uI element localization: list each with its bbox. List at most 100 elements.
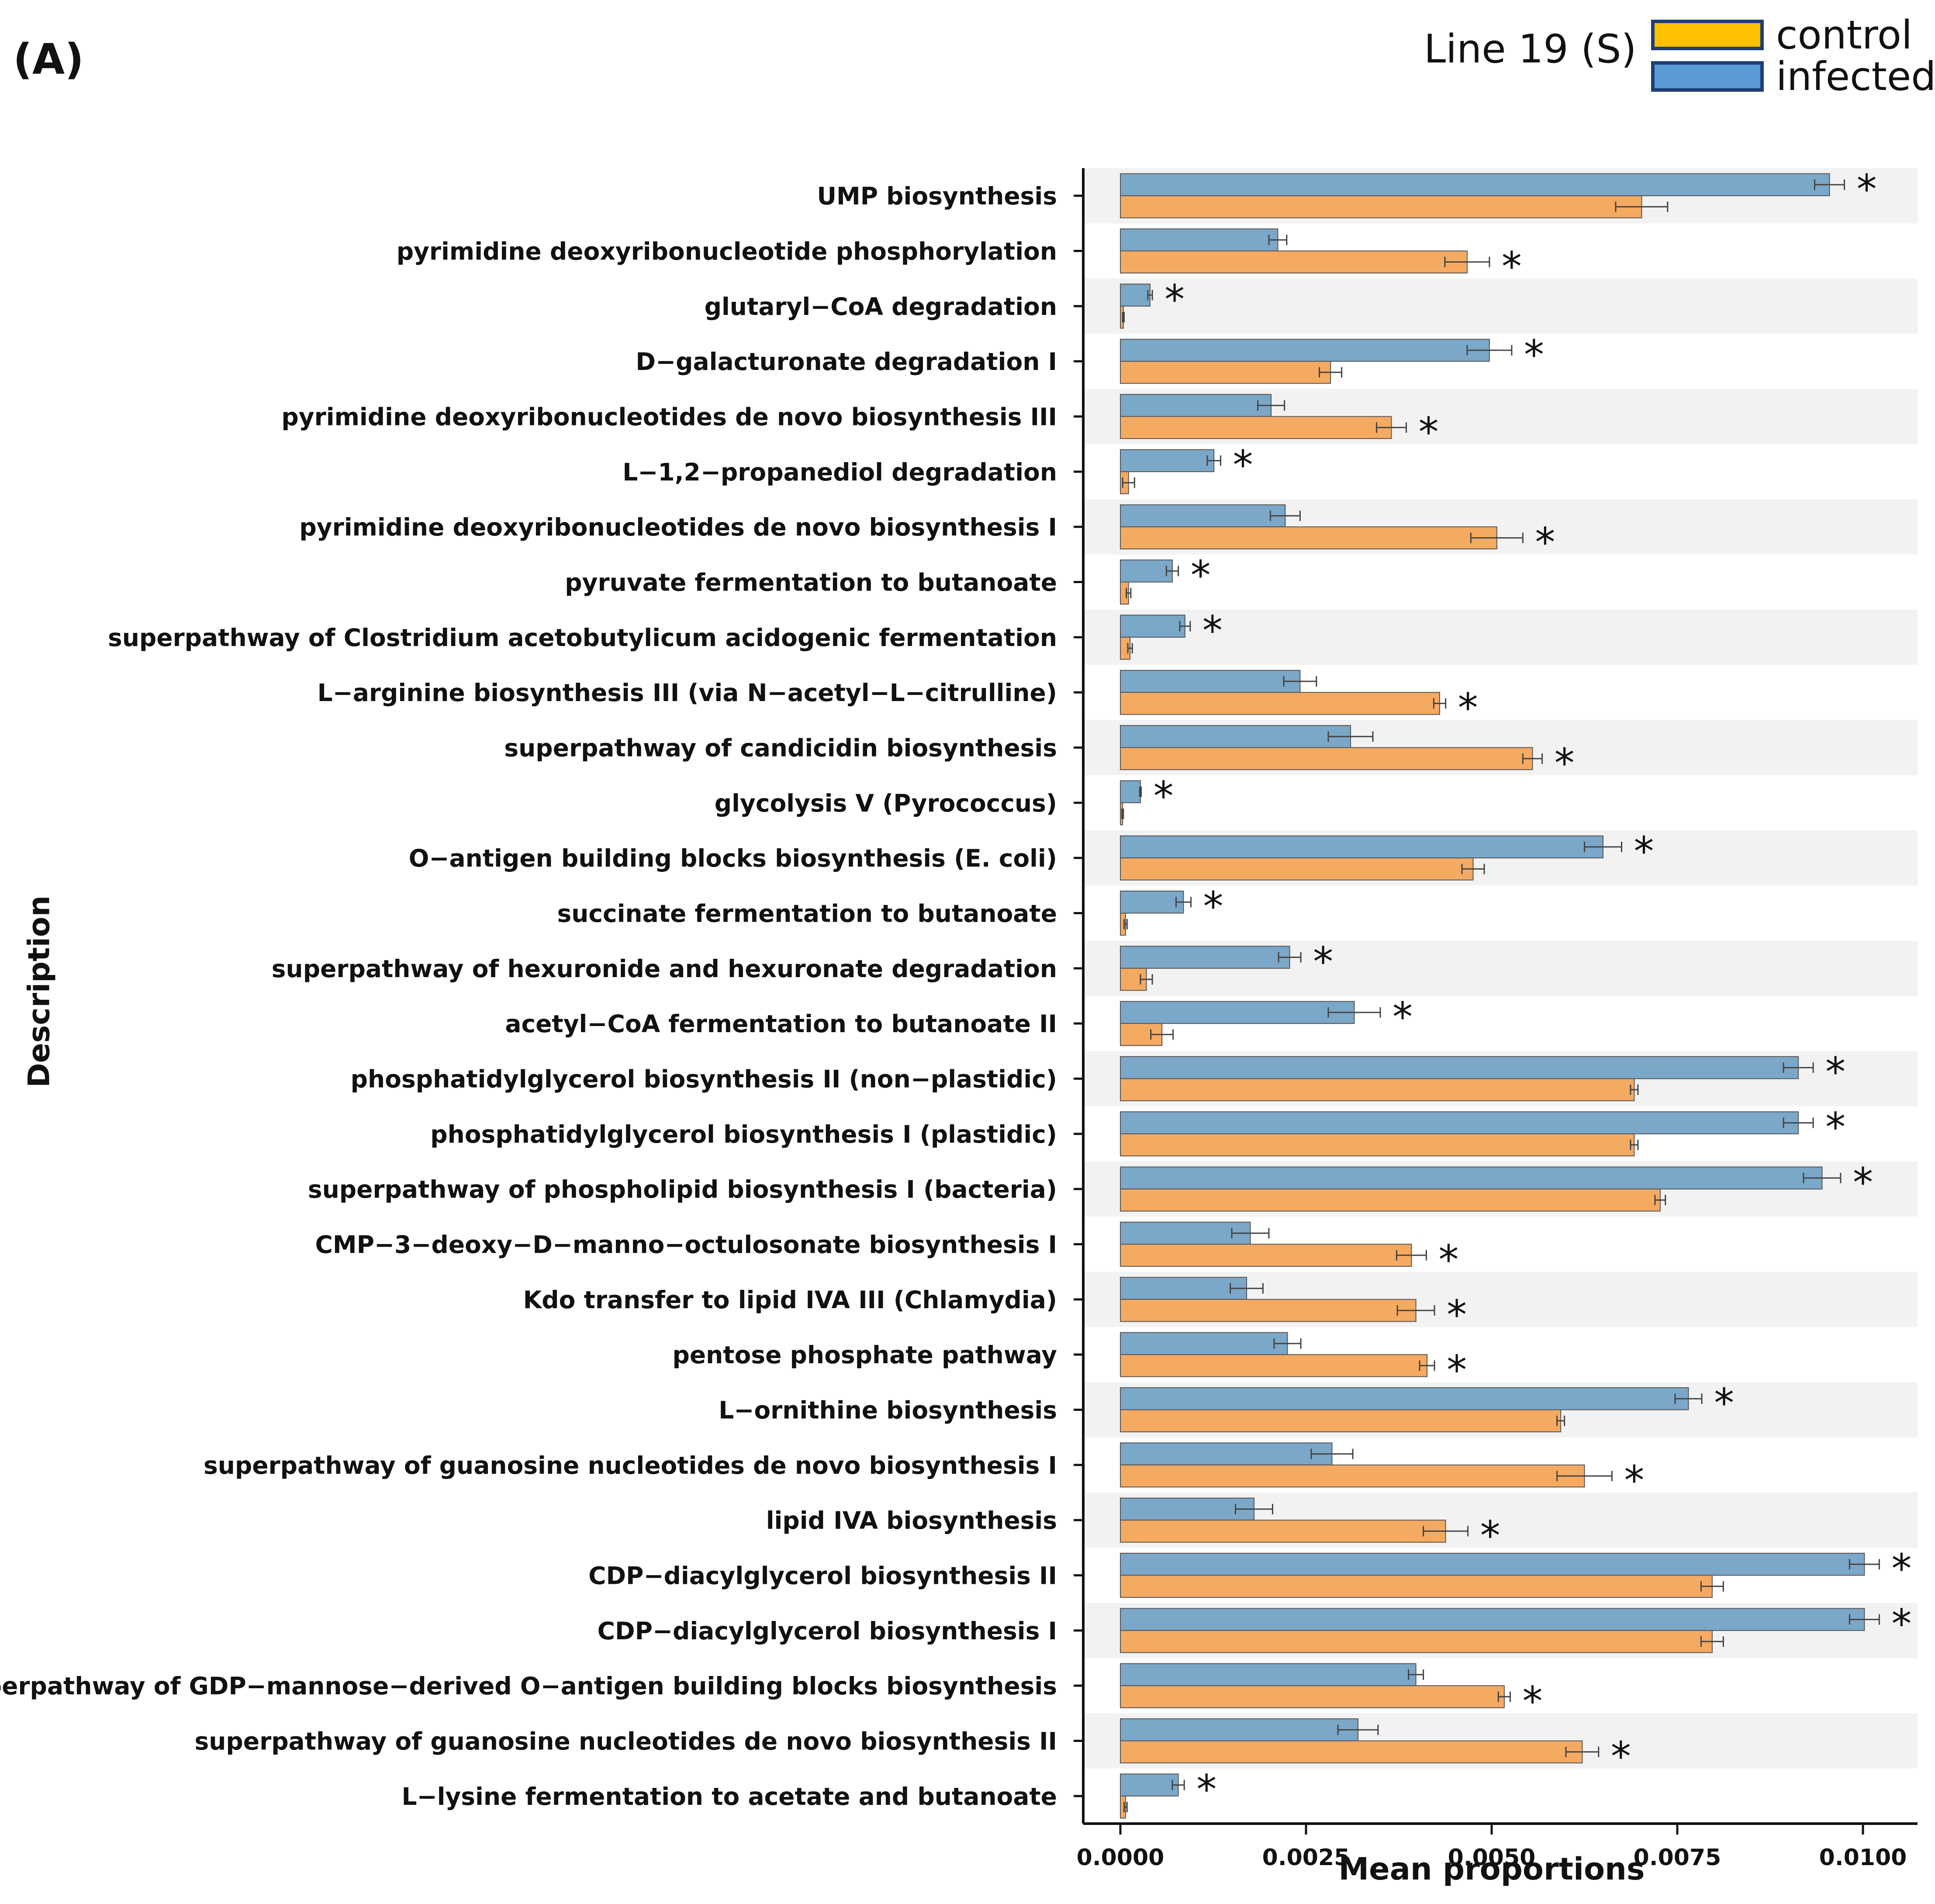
x-tick-label: 0.0025 xyxy=(1262,1845,1350,1871)
category-label: phosphatidylglycerol biosynthesis I (pla… xyxy=(430,1120,1057,1148)
control-bar xyxy=(1120,1740,1583,1764)
infected-significance-marker: * xyxy=(1825,1049,1845,1095)
control-significance-marker: * xyxy=(1502,243,1522,290)
infected-significance-marker: * xyxy=(1825,1104,1845,1151)
control-bar xyxy=(1120,416,1392,439)
infected-significance-marker: * xyxy=(1714,1380,1734,1427)
infected-significance-marker: * xyxy=(1202,608,1223,654)
category-label: superpathway of hexuronide and hexuronat… xyxy=(272,955,1057,983)
infected-bar xyxy=(1120,1608,1865,1631)
infected-bar xyxy=(1120,780,1141,803)
control-significance-marker: * xyxy=(1438,1237,1458,1283)
x-axis-label: Mean proportions xyxy=(1338,1851,1645,1887)
panel-label: (A) xyxy=(13,35,84,84)
control-bar xyxy=(1120,361,1331,384)
category-label: L−ornithine biosynthesis xyxy=(719,1396,1057,1424)
category-label: succinate fermentation to butanoate xyxy=(557,900,1057,928)
control-bar xyxy=(1120,526,1497,549)
category-label: pyrimidine deoxyribonucleotide phosphory… xyxy=(397,238,1057,266)
category-label: superpathway of phospholipid biosynthesi… xyxy=(308,1175,1057,1203)
infected-bar xyxy=(1120,339,1490,362)
infected-bar xyxy=(1120,1221,1251,1245)
control-bar xyxy=(1120,1299,1417,1322)
category-label: CMP−3−deoxy−D−manno−octulosonate biosynt… xyxy=(315,1231,1057,1259)
axes: 0.0000 0.0025 0.0050 0.0075 0.0100 xyxy=(1074,168,1918,1871)
category-label: lipid IVA biosynthesis xyxy=(766,1507,1057,1534)
category-label: superpathway of GDP−mannose−derived O−an… xyxy=(0,1672,1057,1700)
control-bar xyxy=(1120,857,1474,881)
control-bar xyxy=(1120,1354,1428,1377)
category-label: superpathway of guanosine nucleotides de… xyxy=(204,1451,1057,1479)
infected-bar xyxy=(1120,173,1830,197)
infected-bar xyxy=(1120,1001,1355,1024)
category-label: CDP−diacylglycerol biosynthesis I xyxy=(598,1617,1057,1645)
infected-significance-marker: * xyxy=(1233,442,1253,489)
infected-bar xyxy=(1120,946,1290,969)
infected-significance-marker: * xyxy=(1891,1545,1911,1592)
control-bar xyxy=(1120,1078,1635,1102)
infected-bar xyxy=(1120,1718,1358,1742)
control-bar xyxy=(1120,1409,1562,1433)
category-label: CDP−diacylglycerol biosynthesis II xyxy=(588,1562,1057,1590)
legend-title: Line 19 (S) xyxy=(1424,26,1637,72)
control-significance-marker: * xyxy=(1480,1512,1500,1559)
control-bar xyxy=(1120,1575,1713,1598)
infected-bar xyxy=(1120,1111,1799,1134)
control-bar xyxy=(1120,747,1533,771)
infected-significance-marker: * xyxy=(1203,883,1223,930)
infected-bar xyxy=(1120,1442,1333,1465)
infected-significance-marker: * xyxy=(1857,166,1877,213)
infected-bar xyxy=(1120,394,1272,417)
category-label: glycolysis V (Pyrococcus) xyxy=(715,789,1057,817)
infected-bar xyxy=(1120,228,1278,252)
infected-significance-marker: * xyxy=(1154,773,1174,820)
infected-bar xyxy=(1120,1773,1179,1797)
infected-significance-marker: * xyxy=(1196,1766,1216,1813)
infected-significance-marker: * xyxy=(1393,994,1413,1040)
infected-bar xyxy=(1120,670,1301,693)
category-label: superpathway of Clostridium acetobutylic… xyxy=(108,624,1057,652)
infected-bar xyxy=(1120,1277,1247,1300)
category-label: pentose phosphate pathway xyxy=(672,1341,1057,1369)
infected-bar xyxy=(1120,615,1185,638)
x-tick-label: 0.0050 xyxy=(1448,1845,1536,1871)
control-bar xyxy=(1120,1189,1661,1212)
infected-bar xyxy=(1120,835,1603,859)
control-significance-marker: * xyxy=(1447,1292,1467,1338)
infected-bar xyxy=(1120,559,1173,583)
control-bar xyxy=(1120,1685,1505,1708)
bars: ****************************** xyxy=(1120,166,1911,1819)
control-bar xyxy=(1120,250,1468,274)
infected-significance-marker: * xyxy=(1891,1601,1911,1648)
category-label: UMP biosynthesis xyxy=(817,182,1057,210)
infected-bar xyxy=(1120,1552,1865,1576)
row-band xyxy=(1083,609,1918,665)
legend-swatch-control xyxy=(1651,20,1764,50)
infected-bar xyxy=(1120,449,1215,472)
infected-significance-marker: * xyxy=(1313,939,1333,985)
control-bar xyxy=(1120,1464,1585,1488)
legend-label-control: control xyxy=(1776,12,1912,58)
category-label: acetyl−CoA fermentation to butanoate II xyxy=(505,1010,1057,1038)
control-bar xyxy=(1120,1630,1713,1653)
category-label: superpathway of candicidin biosynthesis xyxy=(504,734,1057,762)
category-labels: UMP biosynthesis pyrimidine deoxyribonucl… xyxy=(0,182,1057,1811)
legend-label-infected: infected xyxy=(1776,53,1935,100)
control-significance-marker: * xyxy=(1611,1733,1631,1780)
category-label: superpathway of guanosine nucleotides de… xyxy=(195,1728,1057,1755)
category-label: glutaryl−CoA degradation xyxy=(705,293,1057,321)
legend-item-control: control xyxy=(1651,12,1912,58)
infected-significance-marker: * xyxy=(1191,552,1211,599)
infected-bar xyxy=(1120,1663,1417,1686)
category-label: L−arginine biosynthesis III (via N−acety… xyxy=(318,679,1057,707)
category-label: L−1,2−propanediol degradation xyxy=(622,458,1057,486)
infected-bar xyxy=(1120,1497,1254,1521)
x-tick-label: 0.0075 xyxy=(1634,1845,1721,1871)
infected-bar xyxy=(1120,504,1286,528)
infected-significance-marker: * xyxy=(1524,332,1544,378)
control-significance-marker: * xyxy=(1535,519,1555,566)
control-bar xyxy=(1120,692,1440,715)
category-label: phosphatidylglycerol biosynthesis II (no… xyxy=(351,1065,1057,1093)
legend-item-infected: infected xyxy=(1651,54,1935,100)
infected-significance-marker: * xyxy=(1853,1159,1873,1206)
